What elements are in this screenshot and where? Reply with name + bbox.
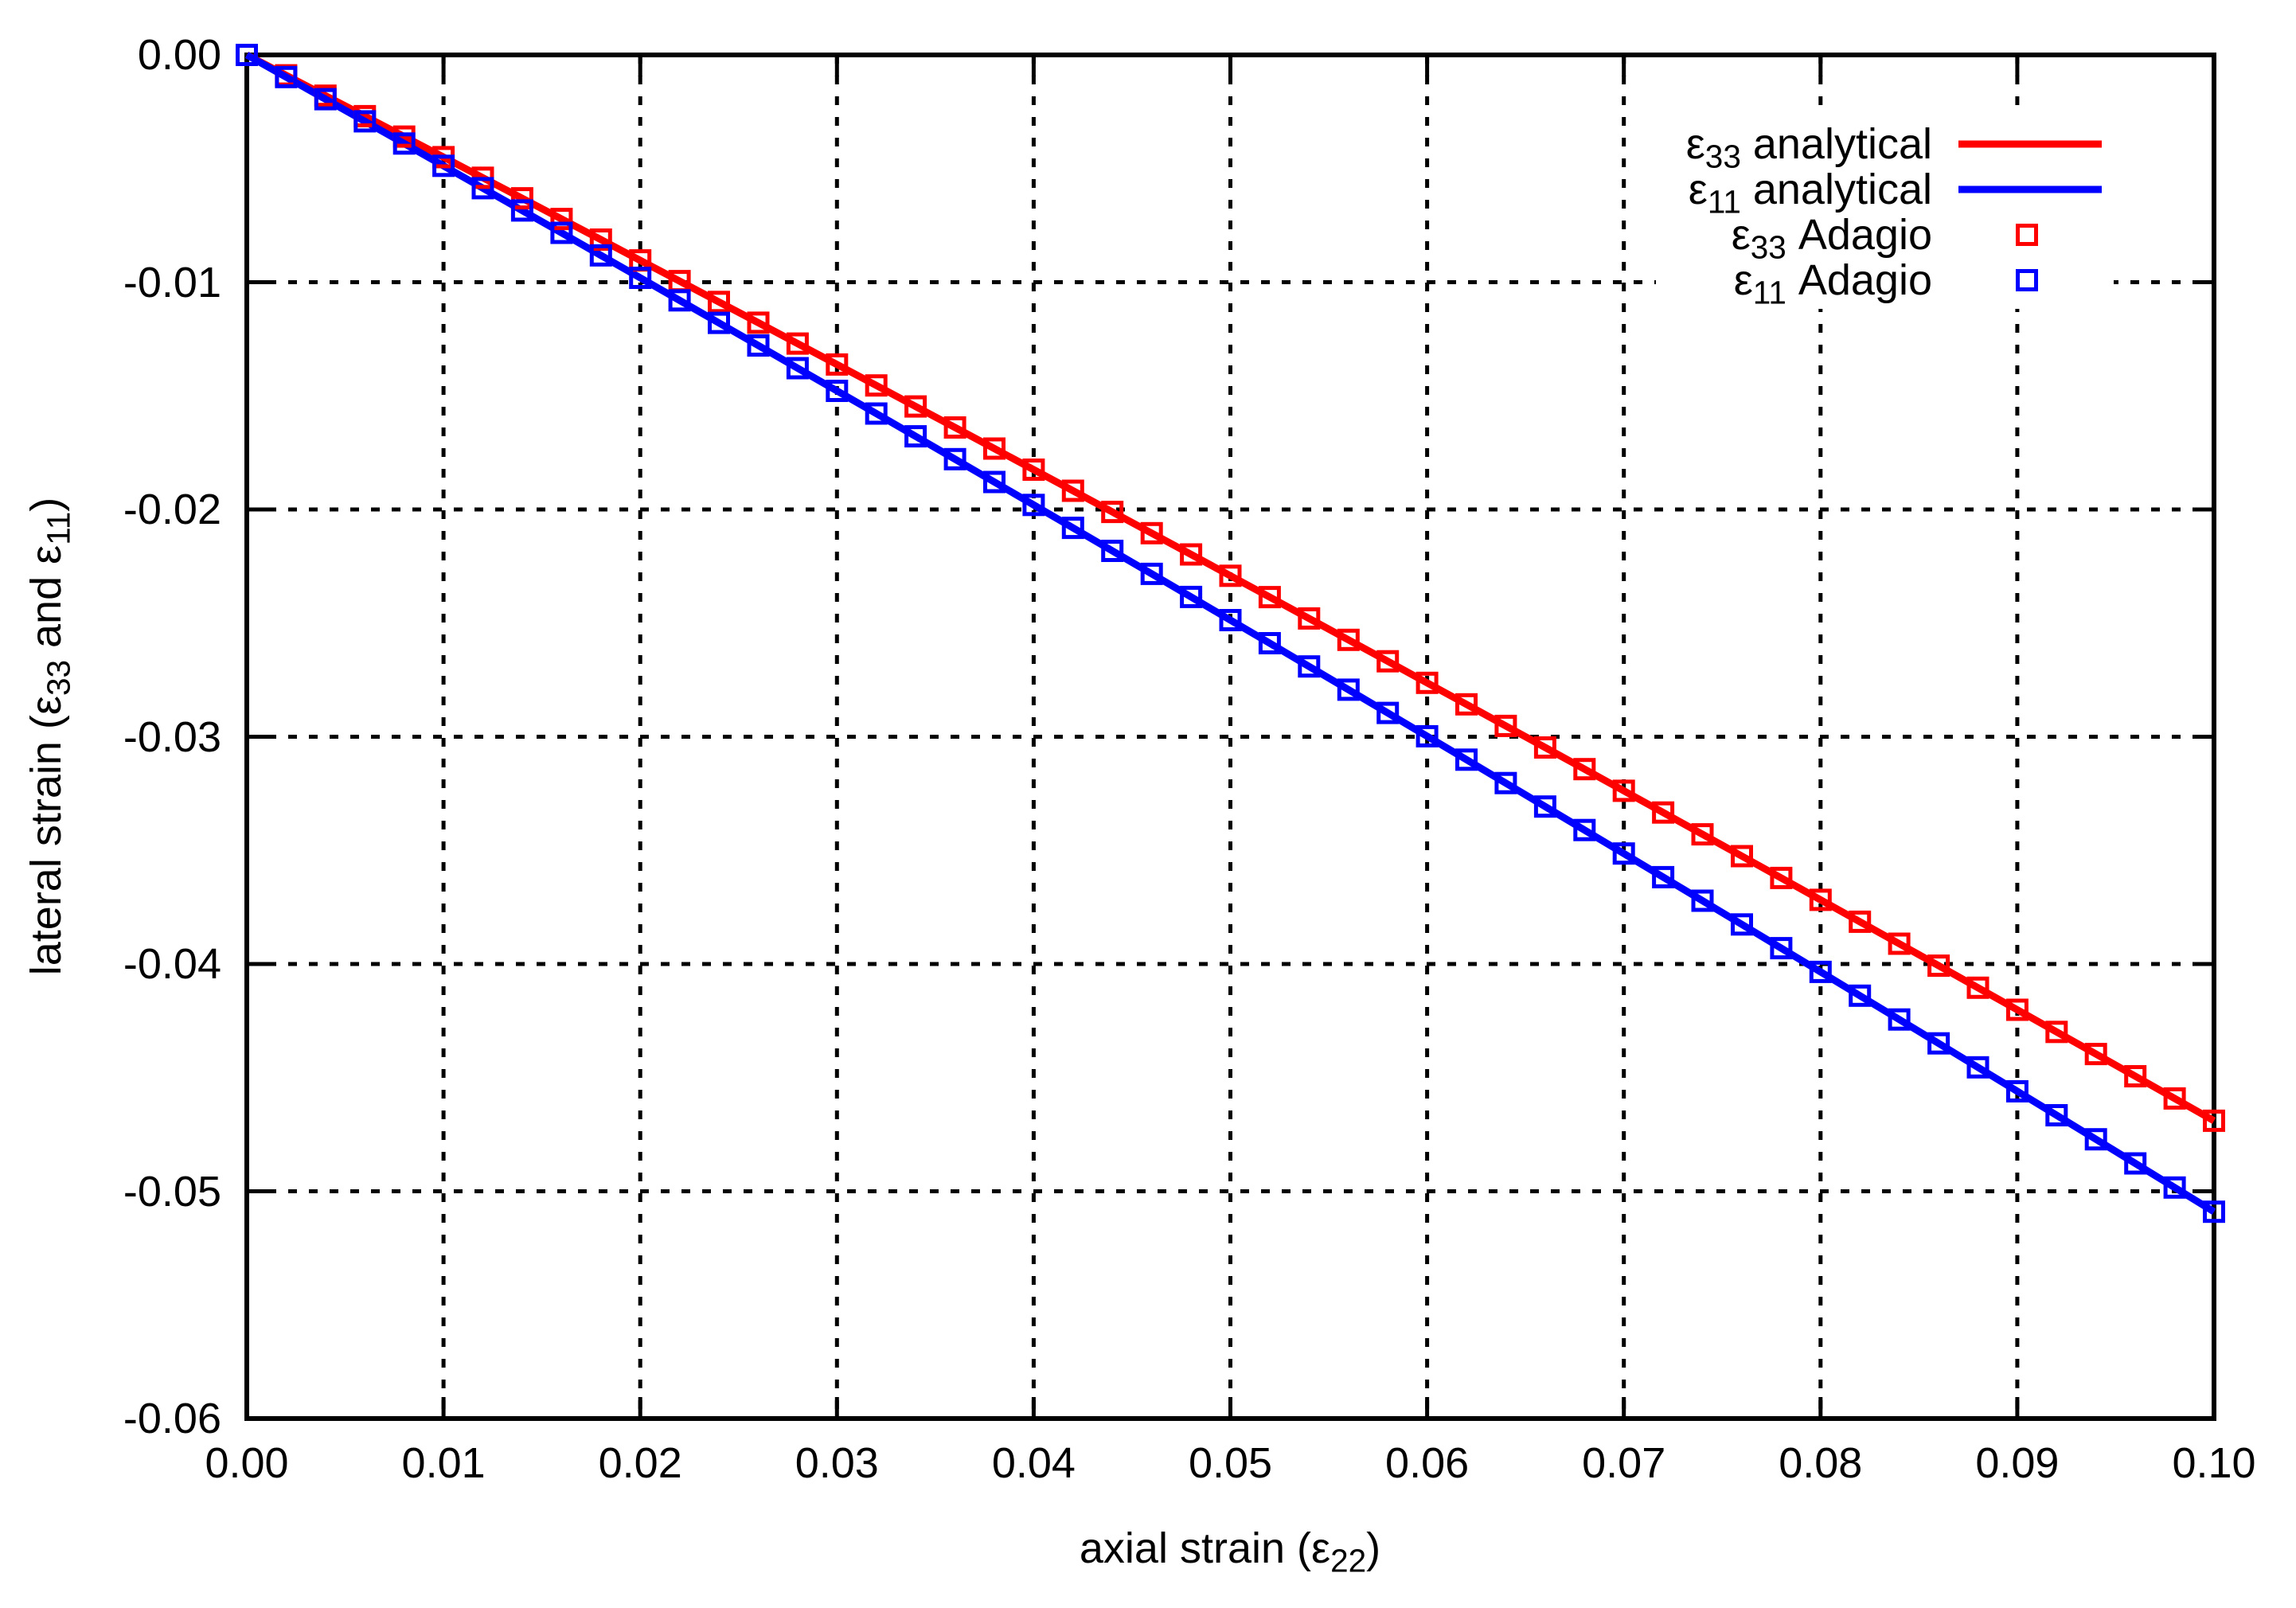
x-tick-label: 0.04 — [991, 1439, 1076, 1487]
x-tick-label: 0.00 — [205, 1439, 289, 1487]
series-e11-adagio-markers — [236, 44, 2225, 1224]
x-tick-label: 0.07 — [1582, 1439, 1666, 1487]
x-tick-label: 0.10 — [2172, 1439, 2256, 1487]
plot-border — [244, 53, 2216, 1421]
y-axis-title: lateral strain (ε33 and ε11) — [22, 497, 77, 976]
series-e33-analytical-line — [244, 52, 2216, 1124]
x-tick-label: 0.02 — [598, 1439, 682, 1487]
y-tick-label: -0.01 — [123, 258, 221, 306]
x-tick-label: 0.09 — [1975, 1439, 2060, 1487]
y-tick-label: 0.00 — [137, 31, 221, 79]
legend-label-e11-adagio: ε11 Adagio — [1733, 256, 1932, 311]
x-tick-label: 0.05 — [1188, 1439, 1273, 1487]
legend-sample-e11-adagio — [2016, 269, 2038, 291]
x-tick-label: 0.08 — [1779, 1439, 1863, 1487]
legend-label-e33-analytical: ε33 analytical — [1685, 120, 1932, 175]
legend-sample-e33-adagio — [2016, 224, 2038, 246]
y-tick-label: -0.05 — [123, 1167, 221, 1216]
x-tick-label: 0.01 — [401, 1439, 486, 1487]
x-axis-title: axial strain (ε22) — [1079, 1524, 1381, 1579]
y-tick-label: -0.03 — [123, 712, 221, 761]
legend-label-e33-adagio: ε33 Adagio — [1731, 211, 1932, 266]
x-tick-label: 0.06 — [1385, 1439, 1470, 1487]
y-tick-label: -0.02 — [123, 486, 221, 533]
y-tick-label: -0.04 — [123, 940, 221, 988]
series-e11-analytical-line — [244, 52, 2216, 1216]
legend-label-e11-analytical: ε11 analytical — [1688, 166, 1932, 221]
x-tick-label: 0.03 — [795, 1439, 879, 1487]
y-tick-label: -0.06 — [123, 1395, 221, 1442]
